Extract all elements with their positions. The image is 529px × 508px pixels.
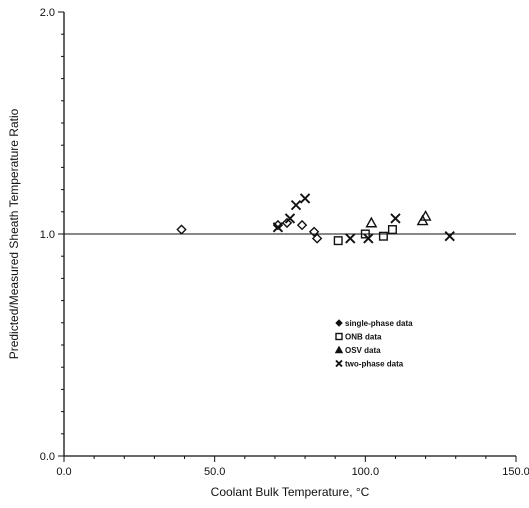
legend: single-phase data ONB data OSV data two-pha… (334, 319, 413, 369)
data-point (311, 233, 323, 244)
data-points (176, 193, 455, 246)
data-point (290, 199, 302, 211)
x-tick-label: 0.0 (56, 466, 71, 478)
x-tick-label: 50.0 (204, 466, 225, 478)
data-point (281, 217, 293, 229)
data-point (272, 222, 284, 233)
legend-item: ONB data (335, 332, 382, 342)
data-point (296, 219, 308, 231)
legend-label: two-phase data (345, 360, 404, 369)
data-point (345, 233, 356, 244)
legend-item: two-phase data (335, 359, 404, 369)
data-point (333, 236, 343, 246)
data-point (444, 231, 455, 242)
y-axis-title: Predicted/Measured Sheath Temperature Ra… (7, 108, 21, 359)
y-axis-ticks: 0.0 1.0 2.0 (40, 7, 64, 463)
legend-label: ONB data (345, 333, 382, 342)
legend-label: single-phase data (345, 319, 413, 328)
series-diamond (176, 217, 323, 244)
legend-item: single-phase data (335, 319, 413, 328)
y-tick-label: 1.0 (40, 229, 55, 241)
x-axis-ticks: 0.0 50.0 100.0 150.0 (56, 456, 529, 478)
data-point (284, 213, 296, 224)
legend-marker (335, 359, 343, 368)
legend-marker (334, 345, 344, 354)
legend-item: OSV data (334, 345, 381, 355)
data-point (378, 231, 388, 241)
y-tick-label: 0.0 (40, 451, 55, 463)
data-point (360, 229, 370, 239)
data-point (308, 226, 320, 237)
legend-marker (335, 332, 343, 341)
x-tick-label: 150.0 (502, 466, 529, 478)
data-point (419, 209, 432, 221)
y-tick-label: 2.0 (40, 7, 55, 19)
legend-marker (335, 319, 343, 327)
x-tick-label: 100.0 (352, 466, 380, 478)
data-point (176, 224, 187, 235)
data-point (365, 216, 378, 228)
data-point (390, 213, 401, 224)
data-point (363, 233, 374, 244)
legend-label: OSV data (345, 346, 381, 355)
x-axis-title: Coolant Bulk Temperature, °C (211, 485, 370, 499)
series-square (333, 225, 397, 246)
data-point (299, 193, 311, 204)
series-cross (272, 193, 455, 244)
series-triangle (365, 209, 432, 228)
data-point (387, 225, 397, 235)
